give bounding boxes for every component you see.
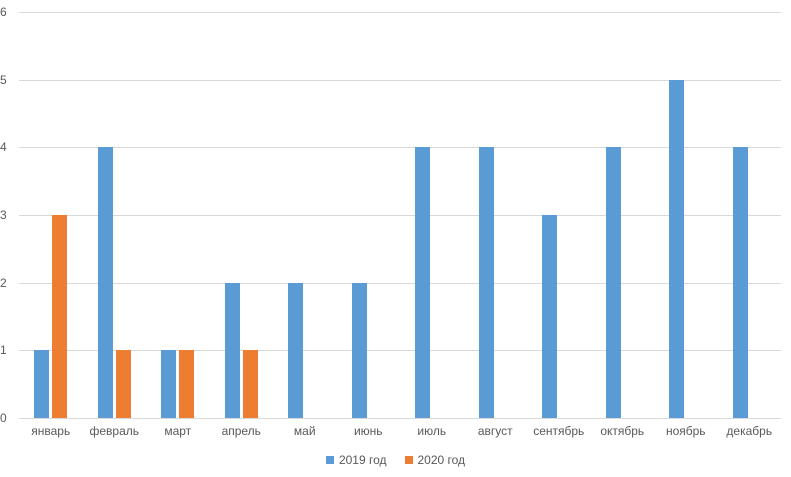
- gridline-y-0: [19, 418, 781, 419]
- gridline-y-4: [19, 147, 781, 149]
- bar-2020-год-март: [179, 350, 195, 418]
- bar-group: [542, 12, 575, 418]
- legend-item-2020-год: 2020 год: [404, 453, 466, 467]
- legend-label: 2019 год: [338, 453, 387, 467]
- plot-area: [19, 12, 781, 419]
- bar-2019-год-июль: [415, 147, 431, 418]
- category-6: [337, 12, 401, 418]
- x-tick-label: август: [477, 424, 513, 438]
- bar-group: [97, 12, 131, 418]
- bar-2019-год-ноябрь: [669, 79, 685, 418]
- bars-row: [19, 12, 781, 418]
- category-4: [210, 12, 274, 418]
- category-11: [654, 12, 718, 418]
- x-tick-label: ноябрь: [665, 424, 706, 438]
- bar-2019-год-октябрь: [605, 147, 621, 418]
- x-tick-label: июль: [417, 424, 447, 438]
- bar-2019-год-январь: [34, 350, 50, 418]
- bar-2019-год-май: [288, 282, 304, 418]
- x-axis-labels: январь февраль март апрель май июнь июль август…: [19, 424, 781, 438]
- category-2: [83, 12, 147, 418]
- y-tick-label: 2: [0, 275, 7, 290]
- bar-2019-год-сентябрь: [542, 215, 558, 418]
- x-tick-label: октябрь: [600, 424, 645, 438]
- bar-2019-год-июнь: [351, 282, 367, 418]
- bar-group: [351, 12, 385, 418]
- bar-group: [605, 12, 639, 418]
- bar-2020-год-февраль: [115, 350, 131, 418]
- bar-group: [732, 12, 766, 418]
- x-tick-label: апрель: [221, 424, 261, 438]
- bar-group: [288, 12, 321, 418]
- bar-2020-год-апрель: [242, 350, 258, 418]
- y-tick-label: 4: [0, 140, 7, 155]
- bar-group: [415, 12, 448, 418]
- y-tick-label: 1: [0, 343, 7, 358]
- y-tick-label: 5: [0, 72, 7, 87]
- category-8: [464, 12, 528, 418]
- x-tick-label: февраль: [89, 424, 140, 438]
- bar-group: [478, 12, 512, 418]
- y-tick-label: 0: [0, 411, 7, 425]
- bar-group: [161, 12, 195, 418]
- bar-group: [34, 12, 68, 418]
- x-tick-label: декабрь: [726, 424, 773, 438]
- bar-2019-год-март: [161, 350, 177, 418]
- y-tick-label: 6: [0, 5, 7, 19]
- chart-legend: 2019 год 2020 год: [0, 453, 791, 467]
- x-tick-label: январь: [31, 424, 71, 438]
- category-7: [400, 12, 464, 418]
- bar-2019-год-апрель: [224, 282, 240, 418]
- gridline-y-1: [19, 350, 781, 352]
- x-tick-label: май: [293, 424, 316, 438]
- category-12: [718, 12, 782, 418]
- bar-2020-год-январь: [52, 215, 68, 418]
- bar-group: [224, 12, 258, 418]
- bar-2019-год-февраль: [97, 147, 113, 418]
- category-5: [273, 12, 337, 418]
- x-tick-label: сентябрь: [533, 424, 585, 438]
- bar-2019-год-август: [478, 147, 494, 418]
- legend-swatch-icon: [404, 456, 413, 464]
- gridline-y-3: [19, 215, 781, 216]
- category-3: [146, 12, 210, 418]
- legend-swatch-icon: [325, 456, 334, 464]
- category-1: [19, 12, 83, 418]
- bar-2019-год-декабрь: [732, 147, 748, 418]
- gridline-y-5: [19, 79, 781, 81]
- gridline-y-2: [19, 282, 781, 284]
- gridline-y-6: [19, 12, 781, 13]
- category-10: [591, 12, 655, 418]
- legend-label: 2020 год: [417, 453, 466, 467]
- category-9: [527, 12, 591, 418]
- y-tick-label: 3: [0, 208, 7, 222]
- x-tick-label: март: [164, 424, 192, 438]
- x-tick-label: июнь: [353, 424, 383, 438]
- legend-item-2019-год: 2019 год: [325, 453, 387, 467]
- bar-group: [669, 12, 702, 418]
